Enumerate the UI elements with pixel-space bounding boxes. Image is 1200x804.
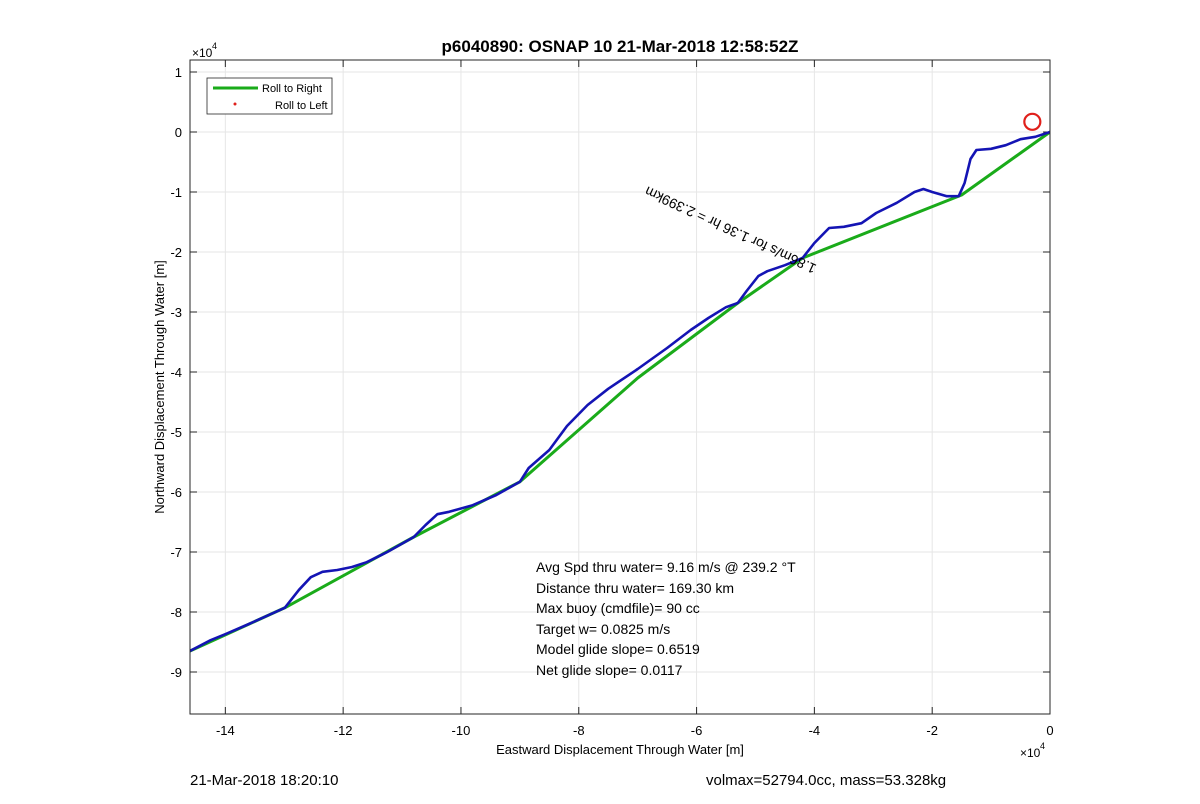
x-tick-label: -4 xyxy=(809,723,821,738)
y-tick-label: -9 xyxy=(170,665,182,680)
marker-circle xyxy=(1023,112,1042,131)
legend-label-roll-left: Roll to Left xyxy=(275,100,328,112)
annotation-max-buoy: Max buoy (cmdfile)= 90 cc xyxy=(536,600,700,616)
y-tick-label: 1 xyxy=(175,65,182,80)
x-tick-label: -8 xyxy=(573,723,585,738)
annotation-block: Avg Spd thru water= 9.16 m/s @ 239.2 °T … xyxy=(536,559,796,678)
x-tick-label: -10 xyxy=(452,723,471,738)
chart-title: p6040890: OSNAP 10 21-Mar-2018 12:58:52Z xyxy=(442,37,799,56)
plot-area xyxy=(190,60,1050,714)
x-exponent: ×10 4 xyxy=(1020,741,1045,760)
y-exponent: ×10 4 xyxy=(192,41,217,60)
annotation-model-glide: Model glide slope= 0.6519 xyxy=(536,641,700,657)
legend-label-roll-right: Roll to Right xyxy=(262,83,322,95)
annotation-net-glide: Net glide slope= 0.0117 xyxy=(536,662,683,678)
x-tick-label: -2 xyxy=(926,723,938,738)
x-axis-label: Eastward Displacement Through Water [m] xyxy=(496,742,744,757)
legend-box xyxy=(206,77,333,115)
y-tick-label: -2 xyxy=(170,245,182,260)
footer-volmax-mass: volmax=52794.0cc, mass=53.328kg xyxy=(706,772,947,789)
footer-timestamp: 21-Mar-2018 18:20:10 xyxy=(190,772,339,789)
series-line-track xyxy=(190,130,1050,653)
y-exponent-power: 4 xyxy=(212,41,217,51)
x-tick-label: 0 xyxy=(1046,723,1053,738)
x-tick-label: -14 xyxy=(216,723,235,738)
plot-frame xyxy=(189,59,1051,715)
y-tick-label: 0 xyxy=(175,125,182,140)
x-exponent-power: 4 xyxy=(1040,741,1045,751)
series-layer xyxy=(190,130,1050,653)
axis-ticks: -14 -12 -10 -8 -6 -4 -2 0 1 0 -1 -2 -3 -4 -5 -6 -7 -8 -9 xyxy=(170,60,1054,738)
y-tick-label: -3 xyxy=(170,305,182,320)
x-tick-label: -6 xyxy=(691,723,703,738)
annotation-distance: Distance thru water= 169.30 km xyxy=(536,580,734,596)
y-axis-label: Northward Displacement Through Water [m] xyxy=(152,260,167,514)
x-exponent-base: ×10 xyxy=(1020,746,1041,760)
y-tick-label: -1 xyxy=(170,185,182,200)
marker-layer xyxy=(1023,112,1042,131)
legend: Roll to Right Roll to Left xyxy=(206,77,333,115)
y-tick-label: -6 xyxy=(170,485,182,500)
y-tick-label: -5 xyxy=(170,425,182,440)
y-tick-label: -8 xyxy=(170,605,182,620)
annotation-avg-speed: Avg Spd thru water= 9.16 m/s @ 239.2 °T xyxy=(536,559,796,575)
legend-swatch-dot xyxy=(233,102,237,106)
y-tick-label: -4 xyxy=(170,365,182,380)
annotation-target-w: Target w= 0.0825 m/s xyxy=(536,621,670,637)
x-tick-label: -12 xyxy=(334,723,353,738)
y-tick-label: -7 xyxy=(170,545,182,560)
series-line-roll-right xyxy=(190,130,1050,653)
y-exponent-base: ×10 xyxy=(192,46,213,60)
